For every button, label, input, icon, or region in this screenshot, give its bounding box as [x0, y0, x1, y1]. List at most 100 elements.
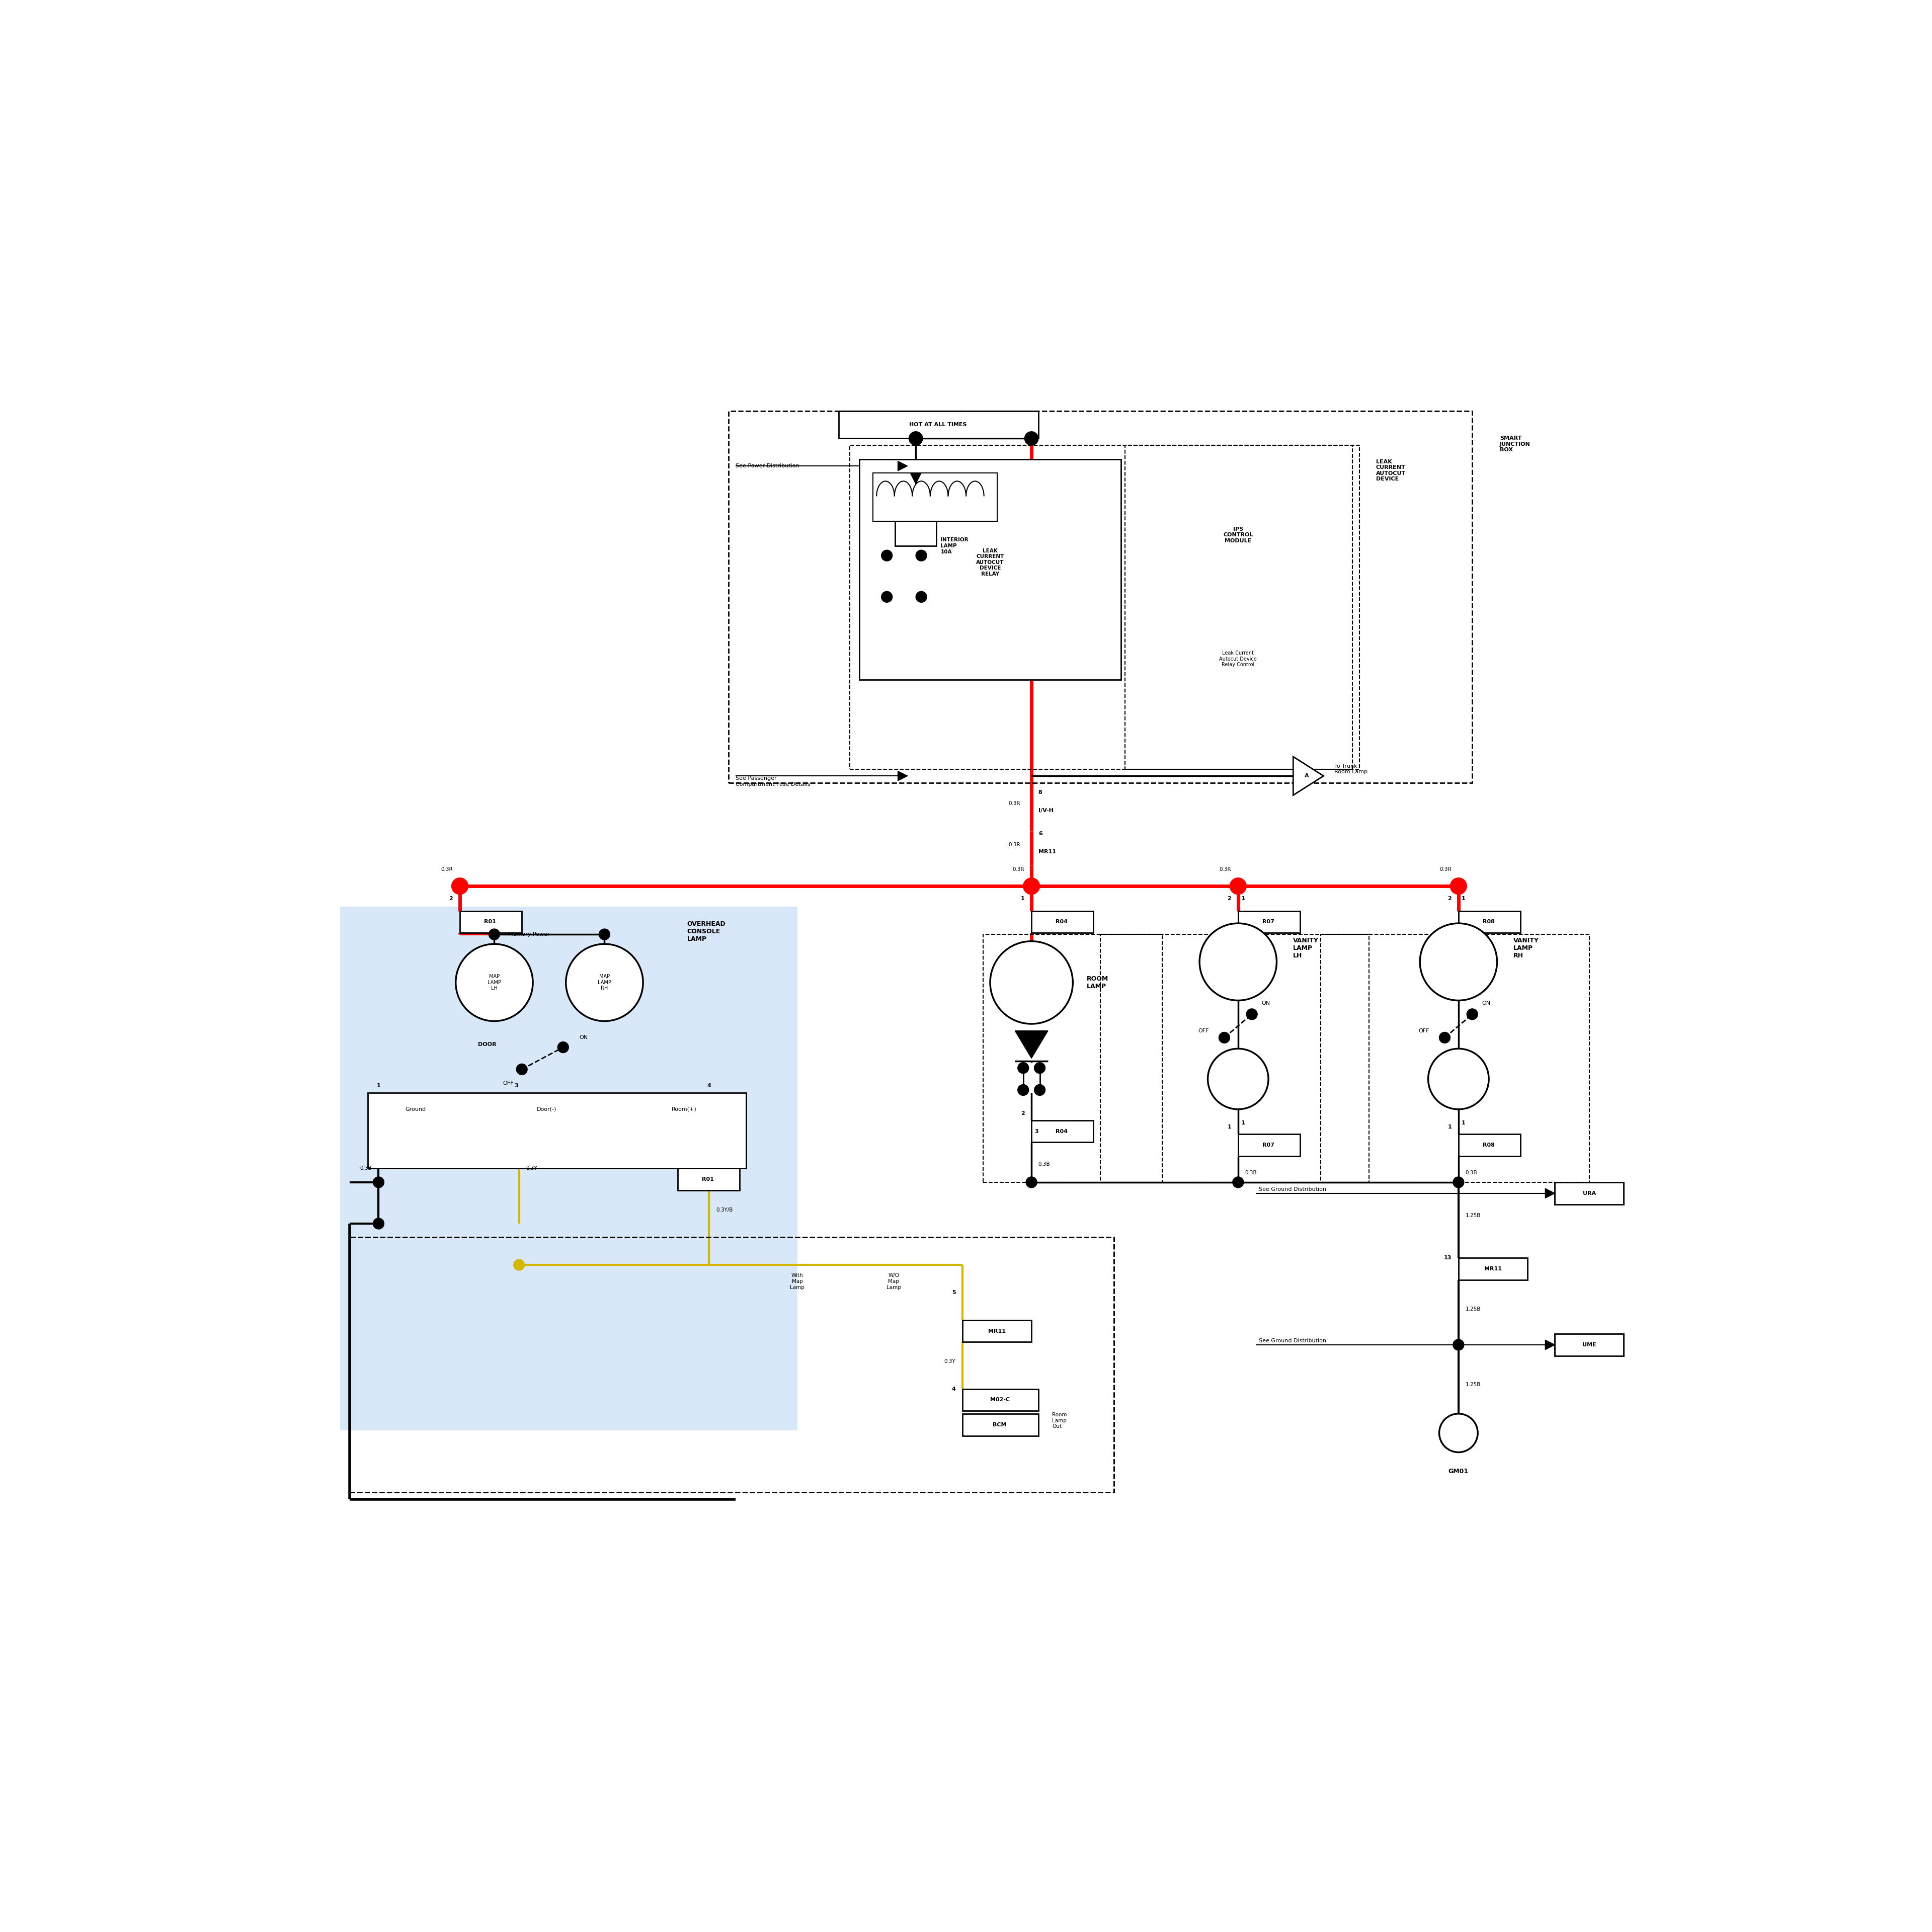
Text: I/V-H: I/V-H — [1037, 808, 1053, 813]
Text: 8: 8 — [1037, 790, 1041, 794]
Bar — [873, 473, 997, 522]
Text: 1.25B: 1.25B — [1464, 1306, 1480, 1312]
Text: LEAK
CURRENT
AUTOCUT
DEVICE
RELAY: LEAK CURRENT AUTOCUT DEVICE RELAY — [976, 549, 1005, 576]
Text: 0.3Y: 0.3Y — [526, 1167, 537, 1171]
Text: 6: 6 — [1037, 831, 1043, 837]
Bar — [962, 1389, 1037, 1410]
Text: VANITY
LAMP
LH: VANITY LAMP LH — [1293, 937, 1320, 958]
Circle shape — [881, 551, 893, 560]
Circle shape — [989, 941, 1072, 1024]
Text: OFF: OFF — [1198, 1028, 1209, 1034]
Circle shape — [1231, 877, 1246, 895]
Text: 1: 1 — [1461, 896, 1464, 900]
Text: R08: R08 — [1482, 1142, 1495, 1148]
Bar — [678, 1169, 740, 1190]
Text: R01: R01 — [485, 920, 497, 923]
Circle shape — [599, 929, 611, 939]
Bar — [860, 460, 1121, 680]
Text: MR11: MR11 — [989, 1329, 1007, 1333]
Text: 1: 1 — [377, 1084, 381, 1088]
Circle shape — [908, 431, 923, 446]
Text: ON: ON — [580, 1036, 587, 1039]
Text: UME: UME — [1582, 1343, 1596, 1347]
Bar — [340, 906, 798, 1430]
Bar — [1238, 910, 1300, 933]
Bar — [1101, 935, 1370, 1182]
Circle shape — [456, 945, 533, 1022]
Polygon shape — [898, 462, 908, 471]
Circle shape — [1034, 1084, 1045, 1095]
Text: OVERHEAD
CONSOLE
LAMP: OVERHEAD CONSOLE LAMP — [688, 920, 726, 943]
Text: R04: R04 — [1055, 920, 1068, 923]
Text: To Trunk
Room Lamp: To Trunk Room Lamp — [1335, 763, 1368, 775]
Text: INTERIOR
LAMP
10A: INTERIOR LAMP 10A — [941, 537, 968, 554]
Bar — [962, 1320, 1032, 1343]
Circle shape — [1453, 1177, 1464, 1188]
Bar — [367, 1094, 746, 1169]
Circle shape — [1026, 1177, 1037, 1188]
Text: 0.3B: 0.3B — [1464, 1171, 1478, 1175]
Text: 2: 2 — [1227, 896, 1231, 900]
Text: R07: R07 — [1262, 920, 1275, 923]
Text: MAP
LAMP
LH: MAP LAMP LH — [487, 974, 500, 991]
Text: 1: 1 — [1020, 896, 1024, 900]
Text: A: A — [1304, 773, 1310, 779]
Bar — [983, 935, 1163, 1182]
Circle shape — [373, 1177, 384, 1188]
Text: With
Map
Lamp: With Map Lamp — [790, 1273, 804, 1291]
Text: BCM: BCM — [993, 1422, 1007, 1428]
Text: 2: 2 — [448, 896, 452, 900]
Text: Memory Power: Memory Power — [508, 931, 549, 937]
Polygon shape — [1546, 1341, 1555, 1350]
Circle shape — [1024, 431, 1037, 446]
Circle shape — [1219, 1032, 1231, 1043]
Bar — [838, 412, 1037, 439]
Text: 0.3R: 0.3R — [1439, 867, 1451, 871]
Text: 5: 5 — [952, 1291, 956, 1294]
Text: Room(+): Room(+) — [672, 1107, 697, 1111]
Text: See Power Distribution: See Power Distribution — [736, 464, 800, 469]
Text: LEAK
CURRENT
AUTOCUT
DEVICE: LEAK CURRENT AUTOCUT DEVICE — [1376, 460, 1406, 481]
Bar — [1555, 1182, 1623, 1204]
Circle shape — [516, 1065, 527, 1074]
Bar — [460, 910, 522, 933]
Circle shape — [1018, 1063, 1028, 1074]
Text: 13: 13 — [1443, 1256, 1451, 1260]
Text: Room
Lamp
Out: Room Lamp Out — [1053, 1412, 1066, 1430]
Text: 2: 2 — [1020, 1111, 1024, 1117]
Bar — [895, 522, 937, 547]
Bar — [1459, 1134, 1520, 1155]
Text: 0.3B: 0.3B — [1244, 1171, 1258, 1175]
Bar — [1032, 910, 1094, 933]
Text: 1: 1 — [1461, 1121, 1464, 1126]
Text: R01: R01 — [701, 1177, 713, 1182]
Bar — [1555, 1333, 1623, 1356]
Bar — [1124, 446, 1352, 769]
Circle shape — [1453, 1339, 1464, 1350]
Text: 0.3R: 0.3R — [1009, 842, 1020, 848]
Text: 4: 4 — [952, 1387, 956, 1391]
Bar — [1321, 935, 1590, 1182]
Text: 1.25B: 1.25B — [1464, 1213, 1480, 1217]
Circle shape — [558, 1041, 568, 1053]
Polygon shape — [1293, 757, 1323, 796]
Text: Door(-): Door(-) — [537, 1107, 556, 1111]
Circle shape — [1439, 1414, 1478, 1453]
Text: 2: 2 — [1447, 896, 1451, 900]
Text: 0.3R: 0.3R — [1009, 802, 1020, 806]
Text: IPS
CONTROL
MODULE: IPS CONTROL MODULE — [1223, 527, 1254, 543]
Circle shape — [452, 877, 468, 895]
Text: GM01: GM01 — [1449, 1468, 1468, 1474]
Text: HOT AT ALL TIMES: HOT AT ALL TIMES — [908, 423, 966, 427]
Text: 0.3R: 0.3R — [1012, 867, 1024, 871]
Text: ON: ON — [1482, 1001, 1490, 1007]
Bar — [350, 1236, 1115, 1492]
Bar — [1238, 1134, 1300, 1155]
Circle shape — [1034, 1063, 1045, 1074]
Circle shape — [881, 591, 893, 603]
Text: VANITY
LAMP
RH: VANITY LAMP RH — [1513, 937, 1540, 958]
Polygon shape — [1546, 1188, 1555, 1198]
Circle shape — [1439, 1032, 1451, 1043]
Text: 3: 3 — [1034, 1128, 1037, 1134]
Text: SMART
JUNCTION
BOX: SMART JUNCTION BOX — [1499, 437, 1530, 452]
